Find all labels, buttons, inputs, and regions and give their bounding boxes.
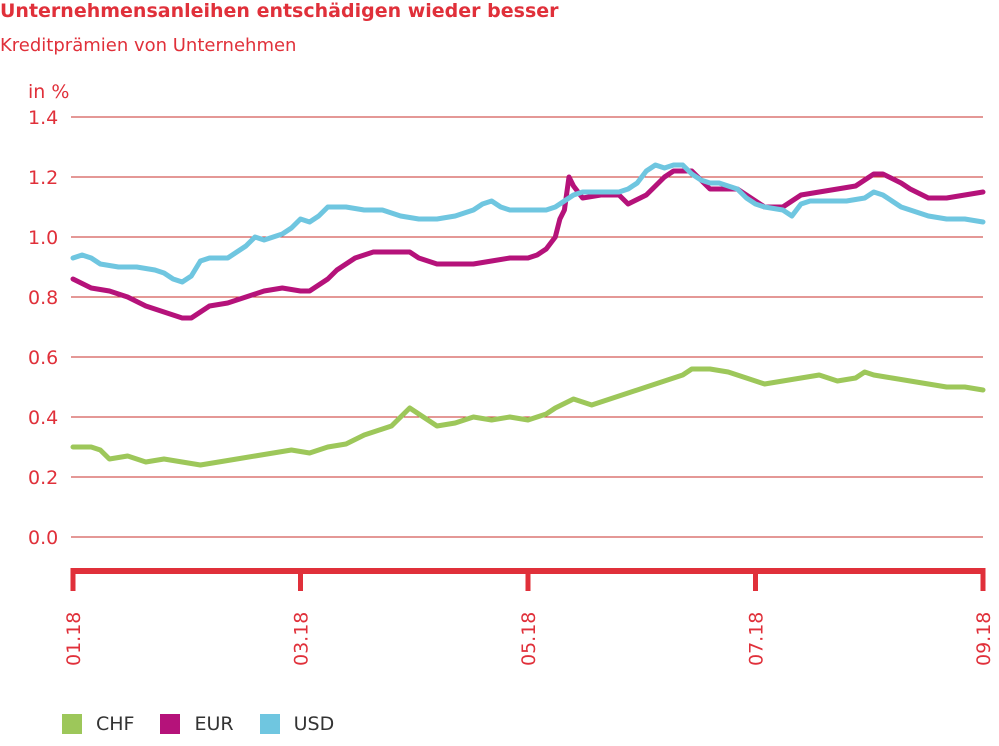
chart-title: Unternehmensanleihen entschädigen wieder… xyxy=(0,0,559,22)
x-tick-label: 03.18 xyxy=(291,612,313,666)
legend-swatch-eur xyxy=(160,714,181,734)
y-tick-label: 0.2 xyxy=(28,467,58,489)
y-tick-label: 0.0 xyxy=(28,527,58,549)
series-line-usd xyxy=(70,162,986,285)
series-line-chf xyxy=(70,366,986,468)
legend-item-usd: USD xyxy=(259,713,335,735)
legend-label-usd: USD xyxy=(293,713,335,735)
legend-label-eur: EUR xyxy=(194,713,234,735)
legend-swatch-chf xyxy=(62,714,82,734)
x-tick-label: 09.18 xyxy=(973,612,995,666)
y-axis-label: in % xyxy=(28,81,69,103)
chart-legend: CHF EUR USD xyxy=(62,713,360,735)
legend-swatch-usd xyxy=(259,714,280,734)
legend-item-chf: CHF xyxy=(62,713,134,735)
x-tick-label: 05.18 xyxy=(518,612,540,666)
y-tick-label: 1.2 xyxy=(28,167,58,189)
y-tick-label: 0.4 xyxy=(28,407,58,429)
x-tick-label: 01.18 xyxy=(63,612,85,666)
series-line-eur xyxy=(70,168,986,321)
y-tick-label: 1.0 xyxy=(28,227,58,249)
chart-subtitle: Kreditprämien von Unternehmen xyxy=(0,35,297,56)
legend-label-chf: CHF xyxy=(96,713,135,735)
x-tick-label: 07.18 xyxy=(746,612,768,666)
legend-item-eur: EUR xyxy=(160,713,234,735)
y-tick-label: 0.6 xyxy=(28,347,58,369)
y-tick-label: 1.4 xyxy=(28,107,58,129)
y-tick-label: 0.8 xyxy=(28,287,58,309)
